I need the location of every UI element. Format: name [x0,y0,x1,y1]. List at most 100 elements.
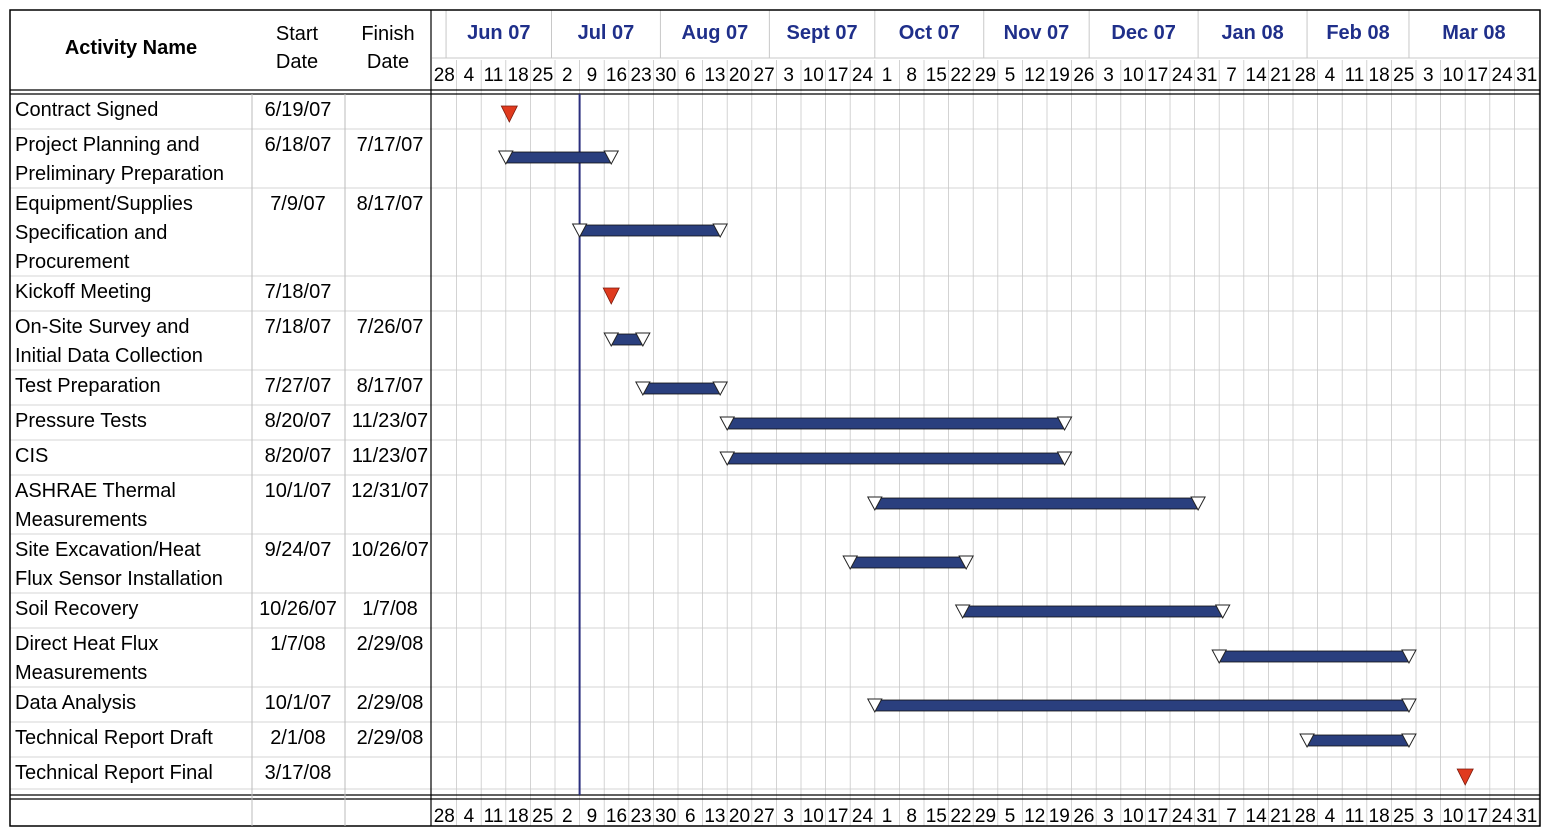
bar-end-marker [1190,496,1206,512]
bar-end-marker [958,555,975,571]
activity-name: Initial Data Collection [15,345,203,367]
column-headers: Activity Name Start Date Finish Date [65,23,415,73]
bar-start-marker [635,381,651,397]
finish-date: 8/17/07 [357,193,424,215]
week-tick-label: 22 [950,806,971,827]
bar-start-marker [497,150,514,166]
week-tick-label: 13 [704,65,725,86]
bar-end-marker [712,381,729,397]
table-row: Kickoff Meeting 7/18/07 [15,281,331,303]
task-bar [1306,734,1410,747]
week-tick-label: 2 [562,806,573,827]
start-date: 7/18/07 [265,316,332,338]
task-bar [505,151,612,164]
week-tick-label: 24 [1492,806,1514,827]
activity-name: Soil Recovery [15,598,138,620]
week-tick-label: 17 [1147,806,1168,827]
week-tick-label: 22 [950,65,971,86]
week-tick-label: 10 [803,806,824,827]
week-tick-label: 5 [1005,806,1016,827]
task-bar [962,605,1224,618]
table-row: Direct Heat Flux Measurements 1/7/08 2/29/0… [15,633,423,684]
month-label: Dec 07 [1111,22,1176,44]
milestone-marker [1456,768,1474,786]
activity-name: Equipment/Supplies [15,193,193,215]
week-tick-label: 3 [783,806,794,827]
week-tick-label: 9 [587,65,598,86]
start-date: 6/18/07 [265,134,332,156]
week-tick-label: 8 [906,806,917,827]
month-label: Oct 07 [899,22,960,44]
table-row: Soil Recovery 10/26/07 1/7/08 [15,598,418,620]
activity-name: Site Excavation/Heat [15,539,201,561]
finish-date: 2/29/08 [357,633,424,655]
week-tick-label: 11 [1345,806,1365,827]
activity-name: Specification and [15,222,167,244]
start-date: 7/18/07 [265,281,332,303]
bar-end-marker [1401,698,1417,714]
task-bar [579,224,721,237]
bar-start-marker [603,332,620,348]
activity-name: Technical Report Draft [15,727,213,749]
week-tick-label: 15 [926,806,947,827]
week-tick-label: 3 [1423,65,1434,86]
week-tick-label: 7 [1226,806,1237,827]
task-bar [874,497,1199,510]
week-labels-top: 28 4 11 18 25 2 9 16 23 30 6 13 20 27 3 10 17 24 1 8 15 22 29 5… [434,65,1538,86]
start-date: 10/1/07 [265,692,332,714]
activity-name: ASHRAE Thermal [15,480,176,502]
week-tick-label: 31 [1516,65,1537,86]
milestone-marker [602,287,620,305]
table-row: Technical Report Draft 2/1/08 2/29/08 [15,727,423,749]
week-tick-label: 18 [508,806,529,827]
week-tick-label: 5 [1005,65,1016,86]
activity-name: Procurement [15,251,130,273]
start-date: 10/26/07 [259,598,337,620]
month-label: Sept 07 [787,22,858,44]
activity-name: Measurements [15,662,147,684]
week-tick-label: 12 [1024,65,1045,86]
week-tick-label: 27 [754,65,775,86]
week-tick-label: 10 [1442,806,1463,827]
bar-start-marker [719,451,736,467]
task-bar [874,699,1410,712]
week-tick-label: 11 [1345,65,1365,86]
activity-name: Kickoff Meeting [15,281,151,303]
bar-end-marker [1401,649,1417,665]
week-tick-label: 18 [1369,65,1390,86]
start-date: 7/27/07 [265,375,332,397]
week-tick-label: 6 [685,65,696,86]
month-label: Jul 07 [578,22,635,44]
week-tick-label: 30 [655,65,676,86]
week-tick-label: 3 [783,65,794,86]
week-tick-label: 4 [464,65,475,86]
table-row: Test Preparation 7/27/07 8/17/07 [15,375,423,397]
week-tick-label: 14 [1246,806,1268,827]
activity-name: Contract Signed [15,99,158,121]
month-label: Mar 08 [1442,22,1505,44]
finish-date: 11/23/07 [352,410,428,432]
task-bar [642,382,721,395]
week-tick-label: 17 [1147,65,1168,86]
week-tick-label: 3 [1103,806,1114,827]
week-tick-label: 16 [606,65,627,86]
bar-start-marker [1299,733,1315,749]
start-date: 2/1/08 [270,727,326,749]
task-bars [497,105,1474,786]
finish-date: 12/31/07 [351,480,429,502]
week-tick-label: 11 [484,806,504,827]
activity-name: CIS [15,445,48,467]
week-tick-label: 31 [1196,65,1217,86]
week-tick-label: 2 [562,65,573,86]
table-row: Technical Report Final 3/17/08 [15,762,331,784]
finish-date: 2/29/08 [357,692,424,714]
month-label: Aug 07 [682,22,749,44]
week-tick-label: 24 [1172,806,1194,827]
week-tick-label: 16 [606,806,627,827]
week-tick-label: 6 [685,806,696,827]
week-tick-label: 29 [975,806,996,827]
week-tick-label: 4 [1325,65,1336,86]
week-tick-label: 31 [1196,806,1217,827]
start-date: 1/7/08 [270,633,326,655]
